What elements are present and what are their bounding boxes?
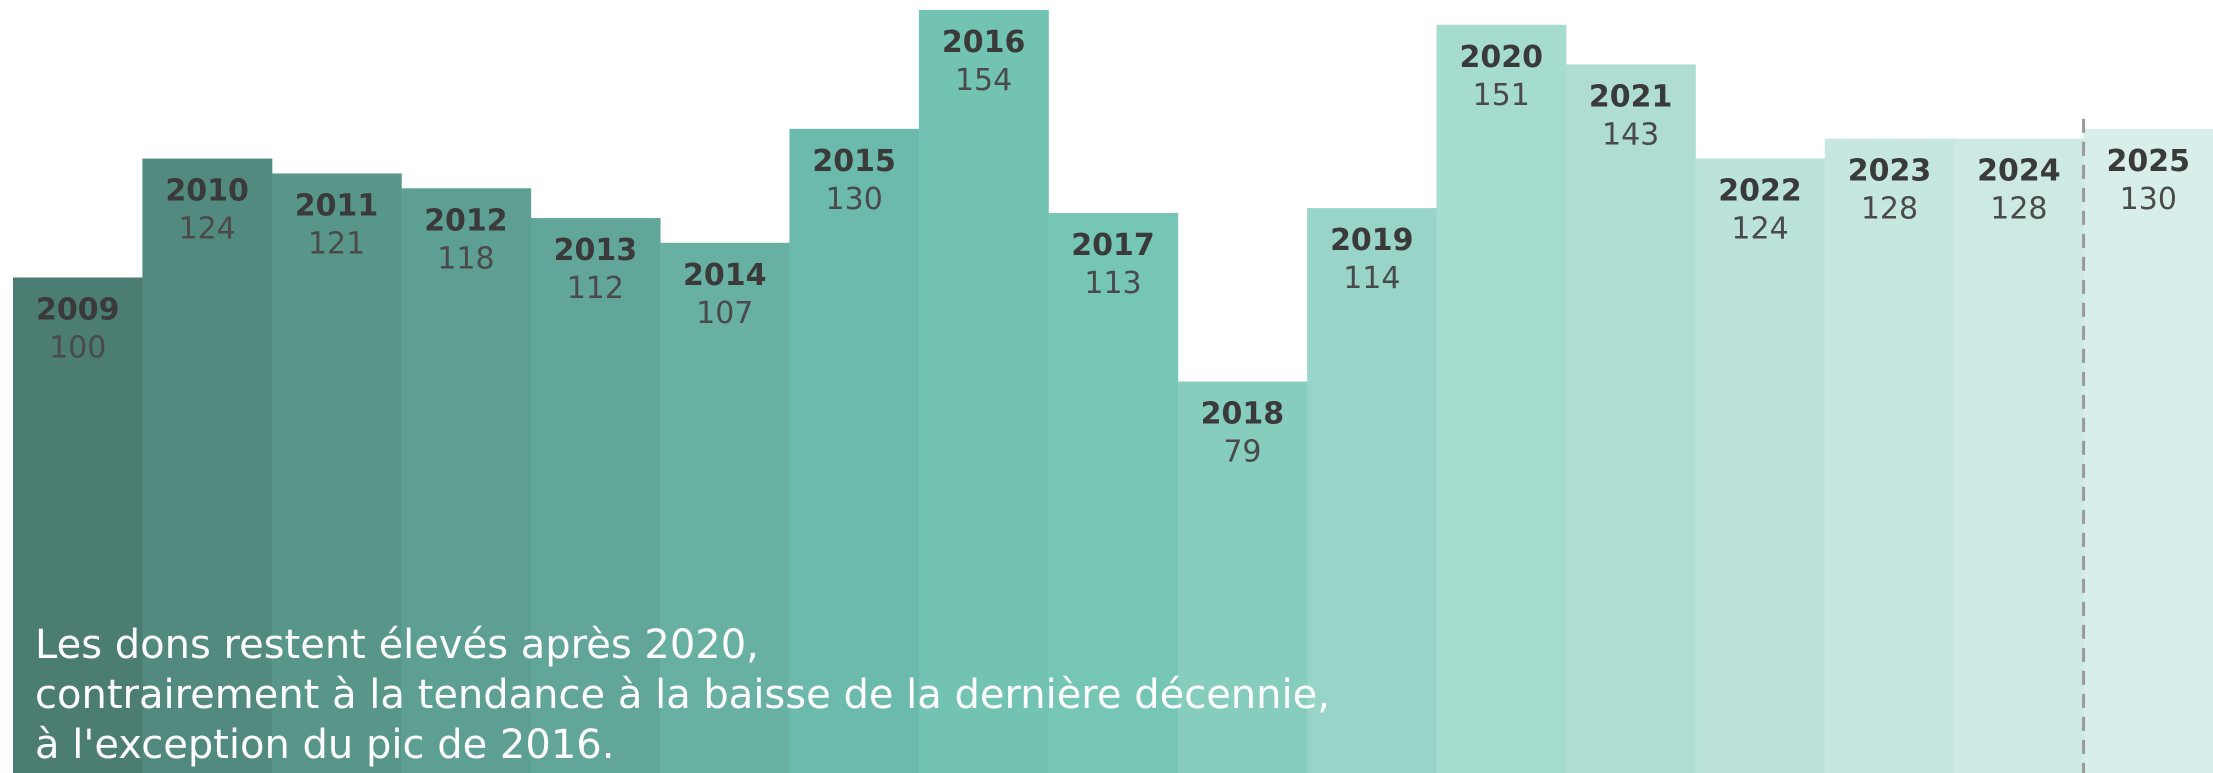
value-label: 79	[1223, 435, 1261, 470]
bar	[1436, 24, 1567, 773]
value-label: 154	[955, 63, 1012, 98]
value-label: 143	[1602, 117, 1659, 152]
bar	[1565, 64, 1696, 773]
year-label: 2018	[1201, 397, 1285, 432]
year-label: 2023	[1848, 154, 1932, 189]
value-label: 151	[1473, 78, 1530, 113]
value-label: 107	[696, 296, 753, 331]
value-label: 121	[308, 226, 365, 261]
value-label: 130	[2120, 182, 2177, 217]
bar	[530, 218, 661, 773]
value-label: 128	[1861, 192, 1918, 227]
year-label: 2010	[165, 174, 249, 209]
value-label: 100	[49, 330, 106, 365]
year-label: 2016	[942, 25, 1026, 60]
bar	[2083, 128, 2213, 773]
year-label: 2021	[1589, 79, 1673, 114]
year-label: 2009	[36, 292, 120, 327]
bar	[1177, 381, 1308, 773]
bar	[142, 158, 273, 773]
value-label: 114	[1343, 261, 1400, 296]
bar	[1824, 138, 1955, 773]
bar	[660, 242, 790, 773]
bar	[271, 173, 402, 773]
annotation: à l'exception du pic de 2016.	[35, 722, 614, 768]
value-label: 113	[1084, 266, 1141, 301]
bar	[13, 277, 143, 773]
year-label: 2019	[1330, 223, 1414, 258]
year-label: 2014	[683, 258, 767, 293]
value-label: 124	[178, 212, 235, 247]
annotation: contrairement à la tendance à la baisse …	[35, 672, 1330, 718]
year-label: 2017	[1071, 228, 1155, 263]
bar	[401, 188, 532, 773]
year-label: 2025	[2107, 144, 2191, 179]
bar	[1954, 138, 2085, 773]
year-label: 2022	[1718, 174, 1802, 209]
bar	[918, 9, 1049, 773]
value-label: 130	[826, 182, 883, 217]
year-label: 2013	[554, 233, 638, 268]
annotation: Les dons restent élevés après 2020,	[35, 622, 759, 668]
year-label: 2024	[1977, 154, 2061, 189]
bar	[1048, 213, 1179, 773]
value-label: 128	[1990, 192, 2047, 227]
year-label: 2020	[1459, 40, 1543, 75]
bar	[1695, 158, 1826, 773]
year-label: 2015	[812, 144, 896, 179]
value-label: 112	[567, 271, 624, 306]
year-label: 2012	[424, 203, 508, 238]
value-label: 124	[1731, 212, 1788, 247]
bar	[1307, 208, 1438, 773]
value-label: 118	[437, 241, 494, 276]
year-label: 2011	[295, 188, 379, 223]
bar	[789, 128, 920, 773]
